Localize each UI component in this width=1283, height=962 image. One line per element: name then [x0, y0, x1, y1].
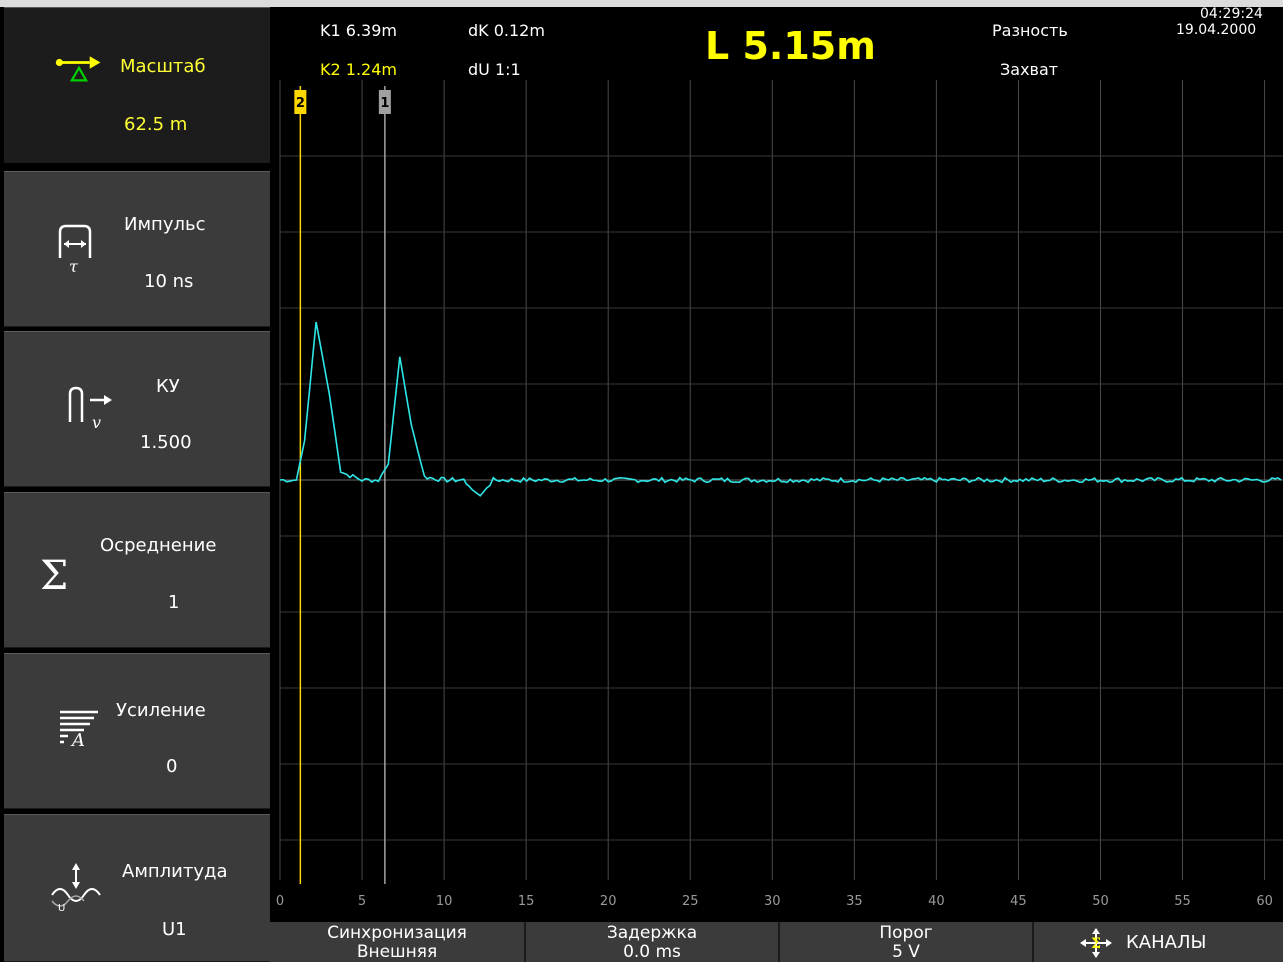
svg-text:Σ: Σ [1091, 936, 1101, 952]
pulse-width-icon: τ [58, 224, 92, 274]
mode-capture[interactable]: Захват [1000, 60, 1059, 79]
trace-series [279, 321, 1282, 497]
delta-k-readout: dK 0.12m [468, 21, 545, 40]
bottom-toolbar: Синхронизация Внешняя Задержка 0.0 ms По… [270, 922, 1283, 962]
sigma-icon: Σ [40, 553, 68, 599]
sidebar-item-scale[interactable]: Масштаб 62.5 m [4, 7, 270, 163]
cursor-marker [294, 90, 307, 114]
mode-difference[interactable]: Разность [992, 21, 1068, 40]
sidebar-item-label: Масштаб [120, 56, 206, 77]
svg-text:A: A [70, 730, 85, 751]
x-tick-label: 60 [1256, 894, 1273, 909]
svg-text:U: U [58, 903, 65, 914]
delay-value: 0.0 ms [623, 942, 681, 962]
sync-value: Внешняя [356, 942, 438, 962]
svg-text:τ: τ [69, 257, 79, 274]
delay-label: Задержка [606, 923, 698, 943]
svg-text:v: v [92, 413, 101, 432]
cursor-k1-readout: K1 6.39m [320, 21, 397, 40]
x-tick-label: 10 [436, 894, 453, 909]
sidebar-item-averaging[interactable]: Σ Осреднение 1 [4, 492, 270, 648]
sidebar-item-pulse[interactable]: τ Импульс 10 ns [4, 171, 270, 327]
threshold-button[interactable]: Порог 5 V [780, 922, 1034, 962]
sidebar-item-label: Осреднение [100, 535, 217, 556]
threshold-label: Порог [879, 923, 933, 943]
clock-time: 04:29:24 [1200, 6, 1263, 22]
channels-button[interactable]: Σ КАНАЛЫ [1034, 922, 1283, 962]
svg-text:Σ: Σ [40, 553, 68, 599]
sidebar-item-value: 1.500 [140, 432, 192, 453]
channels-label: КАНАЛЫ [1126, 932, 1207, 953]
channels-icon: Σ [1080, 928, 1112, 958]
delta-u-readout: dU 1:1 [468, 60, 521, 79]
sidebar-item-value: 62.5 m [124, 114, 188, 135]
cursor-k2-readout: K2 1.24m [320, 60, 397, 79]
sidebar: Масштаб 62.5 m τ Импульс 10 ns v КУ 1.50… [0, 7, 270, 962]
x-tick-label: 55 [1174, 894, 1191, 909]
sidebar-item-label: Усиление [116, 700, 206, 721]
scale-arrow-icon [55, 56, 101, 82]
sync-label: Синхронизация [327, 923, 467, 943]
x-tick-label: 40 [928, 894, 945, 909]
reflectogram-plot[interactable]: 0 5 10 15 20 25 30 35 40 45 50 55 60 2 1 [270, 80, 1283, 922]
sidebar-item-amplitude[interactable]: U Амплитуда U1 [4, 814, 270, 962]
velocity-factor-icon: v [68, 386, 112, 432]
x-tick-label: 20 [600, 894, 617, 909]
x-tick-label: 0 [276, 894, 284, 909]
sidebar-item-label: КУ [156, 376, 180, 397]
sidebar-item-value: 10 ns [144, 271, 194, 292]
sidebar-item-value: 0 [166, 756, 178, 777]
x-tick-label: 15 [518, 894, 535, 909]
sidebar-item-label: Амплитуда [122, 861, 228, 882]
top-strip [0, 0, 1283, 7]
x-tick-label: 35 [846, 894, 863, 909]
x-tick-label: 5 [358, 894, 366, 909]
x-tick-label: 50 [1092, 894, 1109, 909]
clock-date: 19.04.2000 [1176, 22, 1257, 38]
sidebar-item-label: Импульс [124, 214, 206, 235]
x-tick-label: 45 [1010, 894, 1027, 909]
x-tick-label: 30 [764, 894, 781, 909]
x-tick-label: 25 [682, 894, 699, 909]
sidebar-item-velocity-factor[interactable]: v КУ 1.500 [4, 331, 270, 487]
gain-icon: A [60, 710, 98, 751]
cursor-marker [378, 90, 391, 114]
threshold-value: 5 V [892, 942, 920, 962]
sync-button[interactable]: Синхронизация Внешняя [270, 922, 526, 962]
cursor-label: 2 [296, 96, 305, 111]
sidebar-item-value: 1 [168, 592, 180, 613]
length-readout: L 5.15m [705, 24, 876, 68]
cursor-label: 1 [380, 96, 389, 111]
sidebar-item-value: U1 [162, 919, 187, 940]
sidebar-item-gain[interactable]: A Усиление 0 [4, 653, 270, 809]
delay-button[interactable]: Задержка 0.0 ms [526, 922, 780, 962]
amplitude-icon: U [51, 863, 101, 914]
